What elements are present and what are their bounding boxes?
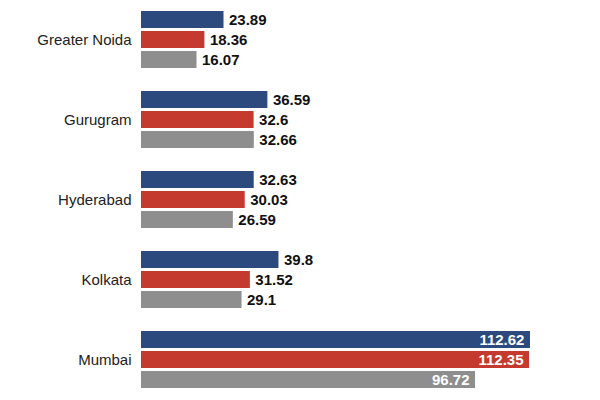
svg-text:16.07: 16.07 [202, 51, 240, 68]
svg-text:36.59: 36.59 [273, 91, 311, 108]
svg-text:32.63: 32.63 [259, 171, 297, 188]
svg-text:32.66: 32.66 [259, 131, 297, 148]
svg-text:31.52: 31.52 [255, 271, 293, 288]
svg-text:112.35: 112.35 [478, 351, 523, 368]
svg-text:26.59: 26.59 [238, 211, 276, 228]
svg-text:Gurugram: Gurugram [64, 111, 132, 128]
svg-text:Kolkata: Kolkata [81, 271, 132, 288]
svg-text:30.03: 30.03 [250, 191, 288, 208]
svg-text:39.8: 39.8 [284, 251, 313, 268]
svg-text:96.72: 96.72 [432, 371, 470, 388]
svg-text:18.36: 18.36 [210, 31, 248, 48]
svg-text:Greater Noida: Greater Noida [37, 31, 132, 48]
svg-text:23.89: 23.89 [229, 11, 267, 28]
svg-text:112.62: 112.62 [479, 331, 524, 348]
svg-text:32.6: 32.6 [259, 111, 288, 128]
svg-text:Mumbai: Mumbai [78, 351, 131, 368]
svg-text:29.1: 29.1 [247, 291, 276, 308]
svg-text:Hyderabad: Hyderabad [58, 191, 131, 208]
